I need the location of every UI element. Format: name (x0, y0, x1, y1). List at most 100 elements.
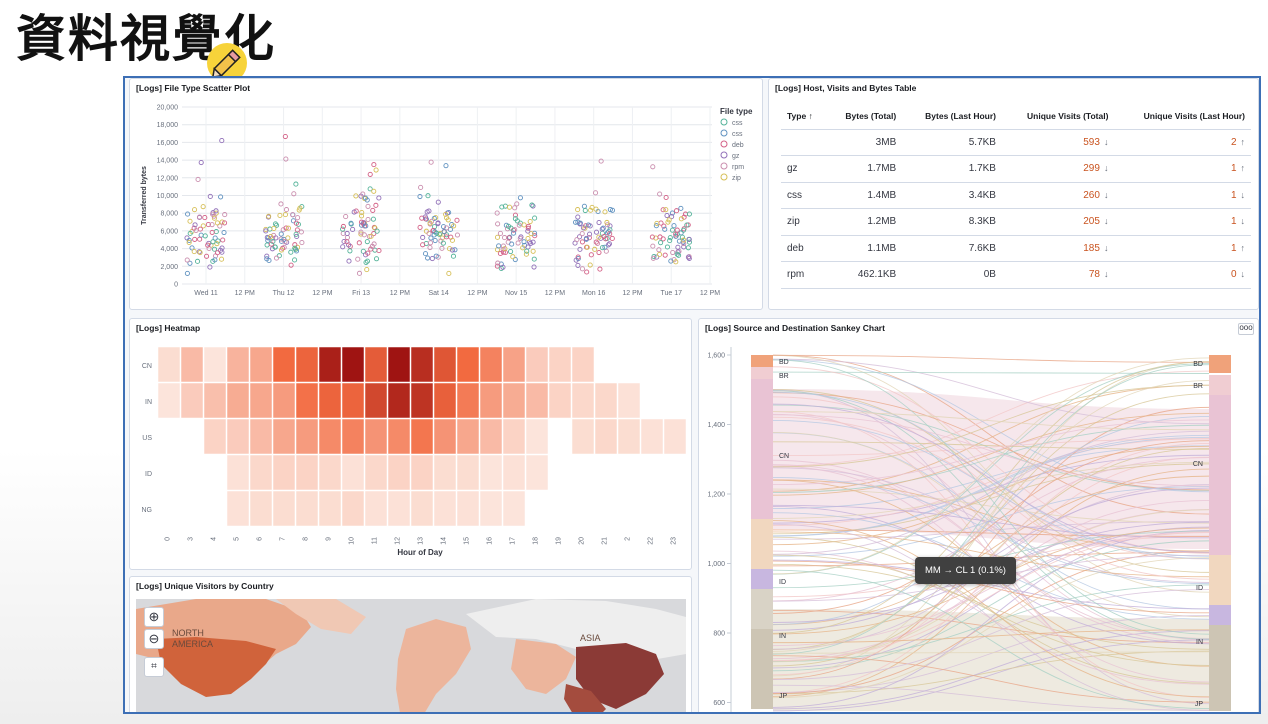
scatter-point (602, 209, 608, 215)
sankey-flow (772, 584, 1210, 663)
scatter-x-tick: Fri 13 (352, 290, 370, 297)
scatter-point (452, 247, 458, 253)
heatmap-col-label: 0 (165, 537, 172, 541)
sankey-y-tick: 1,600 (707, 353, 725, 360)
scatter-point (341, 238, 347, 245)
scatter-point (363, 223, 369, 229)
sankey-left-label: BD (779, 359, 789, 366)
scatter-point (364, 258, 370, 264)
scatter-point (435, 221, 441, 227)
scatter-point (213, 208, 219, 214)
scatter-point (587, 231, 593, 237)
scatter-point (207, 193, 213, 200)
usa-shape[interactable] (156, 637, 276, 697)
scatter-point (205, 222, 211, 228)
fit-bounds-icon[interactable]: ⌗ (144, 657, 164, 677)
india-shape[interactable] (564, 684, 606, 714)
table-cell: 1.7MB (826, 155, 903, 183)
table-title: [Logs] Host, Visits and Bytes Table (775, 83, 917, 93)
map-label-america: AMERICA (172, 639, 213, 649)
scatter-point (364, 267, 370, 273)
scatter-point (373, 202, 379, 208)
column-header[interactable]: Bytes (Last Hour) (902, 103, 1002, 130)
scatter-point (678, 216, 684, 222)
scatter-point (360, 248, 366, 254)
sankey-right-node (1209, 605, 1231, 625)
scatter-x-tick: Mon 16 (582, 290, 605, 297)
sankey-flow (772, 354, 1210, 515)
scatter-point (191, 249, 197, 255)
sankey-left-node (751, 367, 773, 379)
scatter-point (441, 229, 447, 235)
column-header[interactable]: Bytes (Total) (826, 103, 903, 130)
sankey-left-label: ID (779, 579, 786, 586)
legend-deb-icon (720, 140, 728, 148)
heatmap-cell (272, 346, 296, 383)
panel-options-button[interactable]: ooo (1238, 323, 1254, 335)
sankey-right-node (1209, 625, 1231, 711)
scatter-point (274, 222, 280, 228)
sankey-y-tick: 800 (713, 631, 725, 638)
europe-africa-shape[interactable] (396, 619, 471, 714)
zoom-out-button[interactable]: ⊖ (144, 629, 164, 649)
zoom-in-button[interactable]: ⊕ (144, 607, 164, 627)
legend-label: css (732, 131, 743, 138)
scatter-point (678, 205, 684, 211)
sankey-left-label: CN (779, 453, 789, 460)
sankey-tooltip: MM → CL 1 (0.1%) (915, 557, 1016, 584)
column-header[interactable]: Unique Visits (Total) (1001, 103, 1115, 130)
heatmap-cell (203, 382, 227, 419)
heatmap-chart[interactable]: CN IN US ID NG 0 3 4 5 6 7 8 9 10 11 12 13 14 15 16 17 18 19 20… (130, 319, 692, 570)
heatmap-cell (180, 346, 204, 383)
scatter-point (583, 236, 589, 242)
heatmap-cell (364, 346, 388, 383)
column-header[interactable]: Type ↑ (781, 103, 827, 130)
scatter-point (344, 230, 350, 237)
scatter-point (197, 249, 203, 256)
sankey-right-label: ID (1196, 585, 1203, 592)
column-header[interactable]: Unique Visits (Last Hour) (1114, 103, 1251, 130)
heatmap-col-label: 19 (556, 537, 563, 545)
sankey-flow (772, 532, 1210, 662)
heatmap-cell (525, 454, 549, 491)
scatter-point (358, 231, 364, 237)
scatter-point (574, 237, 580, 243)
middle-east-shape[interactable] (511, 639, 576, 694)
scatter-point (272, 221, 279, 227)
heatmap-title: [Logs] Heatmap (136, 323, 201, 333)
heatmap-cell (341, 346, 365, 383)
sankey-flow (772, 366, 1210, 554)
sankey-left-node (751, 355, 773, 367)
world-map[interactable]: NORTH AMERICA ASIA ⊕ ⊖ ⌗ (136, 599, 686, 714)
scatter-point (422, 214, 428, 220)
table-cell: 593 ↓ (1001, 129, 1115, 156)
scatter-point (344, 234, 350, 241)
table-row: zip 1.2MB 8.3KB 205 ↓ 1 ↓ (781, 208, 1251, 236)
heatmap-cell (203, 418, 227, 455)
trend-arrow-icon: ↓ (1103, 136, 1109, 147)
scatter-point (185, 211, 191, 217)
scatter-point (575, 207, 581, 213)
heatmap-cell (502, 490, 526, 527)
scatter-point (294, 227, 300, 233)
scatter-y-tick: 0 (174, 282, 178, 289)
sankey-right-label: CN (1193, 461, 1203, 468)
scatter-point (426, 230, 432, 237)
sankey-y-tick: 1,200 (707, 492, 725, 499)
scatter-point (370, 207, 376, 213)
scatter-point (282, 212, 289, 218)
heatmap-cell (341, 490, 365, 527)
china-shape[interactable] (576, 643, 664, 709)
scatter-y-tick: 18,000 (157, 122, 179, 129)
scatter-point (374, 228, 380, 234)
scatter-point (219, 219, 225, 225)
scatter-y-tick: 4,000 (160, 246, 178, 253)
scatter-chart[interactable]: 20,000 18,000 16,000 14,000 12,000 10,000 8,00… (130, 79, 763, 310)
scatter-point (283, 225, 289, 231)
scatter-point (450, 253, 457, 259)
scatter-point (532, 215, 538, 221)
sankey-chart[interactable]: 1,600 1,400 1,200 1,000 800 600 BD BR CN ID IN JP BD… (699, 319, 1259, 714)
scatter-point (417, 193, 423, 200)
heatmap-cell (387, 346, 411, 383)
heatmap-cell (456, 418, 480, 455)
